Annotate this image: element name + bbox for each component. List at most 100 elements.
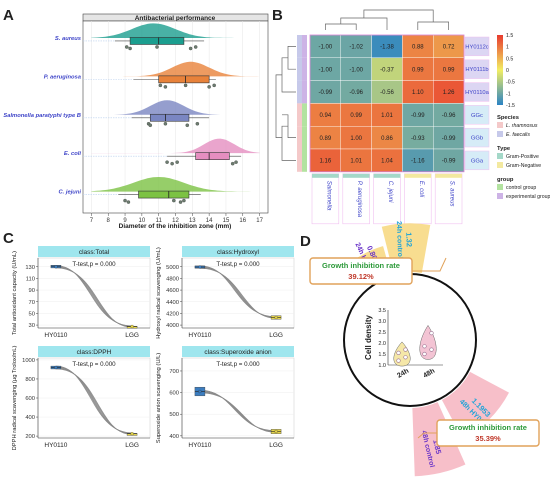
b-row-label-bg-3 xyxy=(464,105,490,125)
c-strip-0 xyxy=(38,246,150,257)
c-ytick-label-1-2: 4400 xyxy=(166,300,179,306)
b-scale-tick-2: 0.5 xyxy=(506,56,513,62)
c-xtick-label-2-0: HY0110 xyxy=(44,442,67,449)
c-ytick-label-0-5: 130 xyxy=(25,265,35,271)
a-point-4-1 xyxy=(126,200,131,204)
a-tick-label-9: 16 xyxy=(239,218,246,224)
c-ytick-label-2-4: 1000 xyxy=(22,358,35,364)
b-legend-type-label-1: Gram-Negative xyxy=(506,163,541,169)
d-bar-label-1: 24h control xyxy=(395,221,403,259)
b-cell-label-5-3: -1.16 xyxy=(411,159,425,165)
d-inner-point-0-2 xyxy=(396,350,401,356)
c-ytick-label-2-2: 600 xyxy=(25,396,35,402)
c-xtick-label-2-1: LGG xyxy=(125,442,139,449)
d-annotation-title-0: Growth inhibition rate xyxy=(322,261,400,270)
b-cell-label-1-4: 0.99 xyxy=(443,67,455,73)
c-strip-label-1: class:Hydroxyl xyxy=(217,249,259,256)
a-point-3-2 xyxy=(175,160,179,164)
a-density-3 xyxy=(91,138,260,154)
a-point-2-2 xyxy=(163,122,168,126)
b-col-type-4 xyxy=(435,173,462,178)
b-cell-label-4-1: 1.00 xyxy=(350,136,362,142)
d-inner-ytick-2: 2.0 xyxy=(378,341,386,347)
b-cell-label-4-3: -0.93 xyxy=(411,136,425,142)
c-ytick-label-2-0: 200 xyxy=(25,434,35,440)
a-tick-label-8: 15 xyxy=(223,218,230,224)
b-scale-tick-0: 1.5 xyxy=(506,33,513,39)
b-row-group-3 xyxy=(302,103,307,127)
b-row-label-0: HY0112c xyxy=(465,44,489,50)
d-bar-value-1: 1.32 xyxy=(404,232,414,247)
b-dendrogram-left xyxy=(275,46,296,161)
b-scale-tick-3: 0 xyxy=(506,68,509,74)
c-point-1-1 xyxy=(274,315,278,320)
b-cell-label-1-3: 0.99 xyxy=(412,67,424,73)
b-legend-group-swatch-1 xyxy=(497,193,503,199)
c-strip-3 xyxy=(182,346,294,357)
a-point-4-4 xyxy=(182,198,186,203)
c-strip-1 xyxy=(182,246,294,257)
c-ytick-label-1-3: 4600 xyxy=(166,288,179,294)
c-point-2-1 xyxy=(130,432,134,436)
c-xtick-label-3-1: LGG xyxy=(269,442,283,449)
a-point-3-0 xyxy=(165,160,169,164)
b-heatmap-border xyxy=(309,34,465,173)
d-inner-point-0-1 xyxy=(403,355,408,360)
a-density-4 xyxy=(91,177,260,192)
b-cell-label-3-0: 0.94 xyxy=(320,113,332,119)
a-tick-label-10: 17 xyxy=(256,218,263,224)
c-point-0-1 xyxy=(130,324,134,329)
c-plot-area-0 xyxy=(37,257,151,329)
a-tick-label-6: 13 xyxy=(189,218,196,224)
a-point-0-3 xyxy=(188,46,193,51)
b-col-type-1 xyxy=(342,173,370,178)
c-strip-label-2: class:DPPH xyxy=(77,349,112,356)
a-point-2-3 xyxy=(185,123,190,128)
c-ytick-label-0-1: 50 xyxy=(29,311,35,317)
b-legend-type-title: Type xyxy=(497,146,511,152)
b-legend-species-label-0: L. rhamnosus xyxy=(506,123,538,129)
panel-a-chart: Antibacterial performance 7 8 9 10 11 12 13 14 1… xyxy=(3,13,269,230)
d-annotation-connector-1 xyxy=(417,432,437,439)
b-col-type-0 xyxy=(312,173,339,178)
d-inner-ytick-1: 1.5 xyxy=(378,352,386,358)
c-xtick-label-1-1: LGG xyxy=(269,332,283,339)
b-legend-species-swatch-0 xyxy=(497,122,503,128)
b-row-group-5 xyxy=(302,149,307,172)
b-row-label-3: GGc xyxy=(471,113,483,119)
d-inner-ytick-0: 1.0 xyxy=(378,363,386,369)
a-point-3-1 xyxy=(170,161,174,166)
b-legend-group-swatch-0 xyxy=(497,184,503,190)
c-point-1-0 xyxy=(198,265,202,269)
panel-letter-a: A xyxy=(3,7,14,24)
b-cell-label-4-4: -0.99 xyxy=(442,136,456,142)
c-stat-2: T-test,p = 0.000 xyxy=(72,361,116,368)
b-row-label-bg-1 xyxy=(464,59,490,79)
c-ylabel-1: Hydroxyl radical scavenging (U/mL) xyxy=(156,247,162,339)
c-stat-1: T-test,p = 0.000 xyxy=(216,261,260,268)
a-density-0 xyxy=(91,23,260,38)
b-row-label-5: GGa xyxy=(471,158,484,164)
d-annotation-value-1: 35.39% xyxy=(475,434,501,443)
a-point-4-0 xyxy=(123,198,127,203)
d-inner-ytick-4: 3.0 xyxy=(378,319,386,325)
c-plot-area-3 xyxy=(181,357,295,439)
c-stat-3: T-test,p = 0.000 xyxy=(216,361,260,368)
b-row-label-1: HY0111b xyxy=(465,67,488,73)
a-tick-label-4: 11 xyxy=(156,218,163,224)
b-col-type-3 xyxy=(404,173,432,178)
d-annotation-connector-0 xyxy=(412,257,447,272)
a-category-label-4: C. jejuni xyxy=(58,190,81,196)
c-point-3-0 xyxy=(198,389,202,394)
c-ytick-label-0-0: 30 xyxy=(29,323,35,329)
d-inner-point-1-0 xyxy=(422,351,427,357)
b-row-group-1 xyxy=(302,57,307,81)
a-point-4-2 xyxy=(172,198,176,203)
c-ytick-label-0-2: 70 xyxy=(29,300,35,306)
b-col-label-3: E. coli xyxy=(418,181,424,198)
d-inner-point-1-3 xyxy=(429,331,434,336)
b-scale-tick-4: -0.5 xyxy=(506,80,515,86)
a-point-3-3 xyxy=(230,161,235,166)
b-row-species-2 xyxy=(297,80,302,104)
